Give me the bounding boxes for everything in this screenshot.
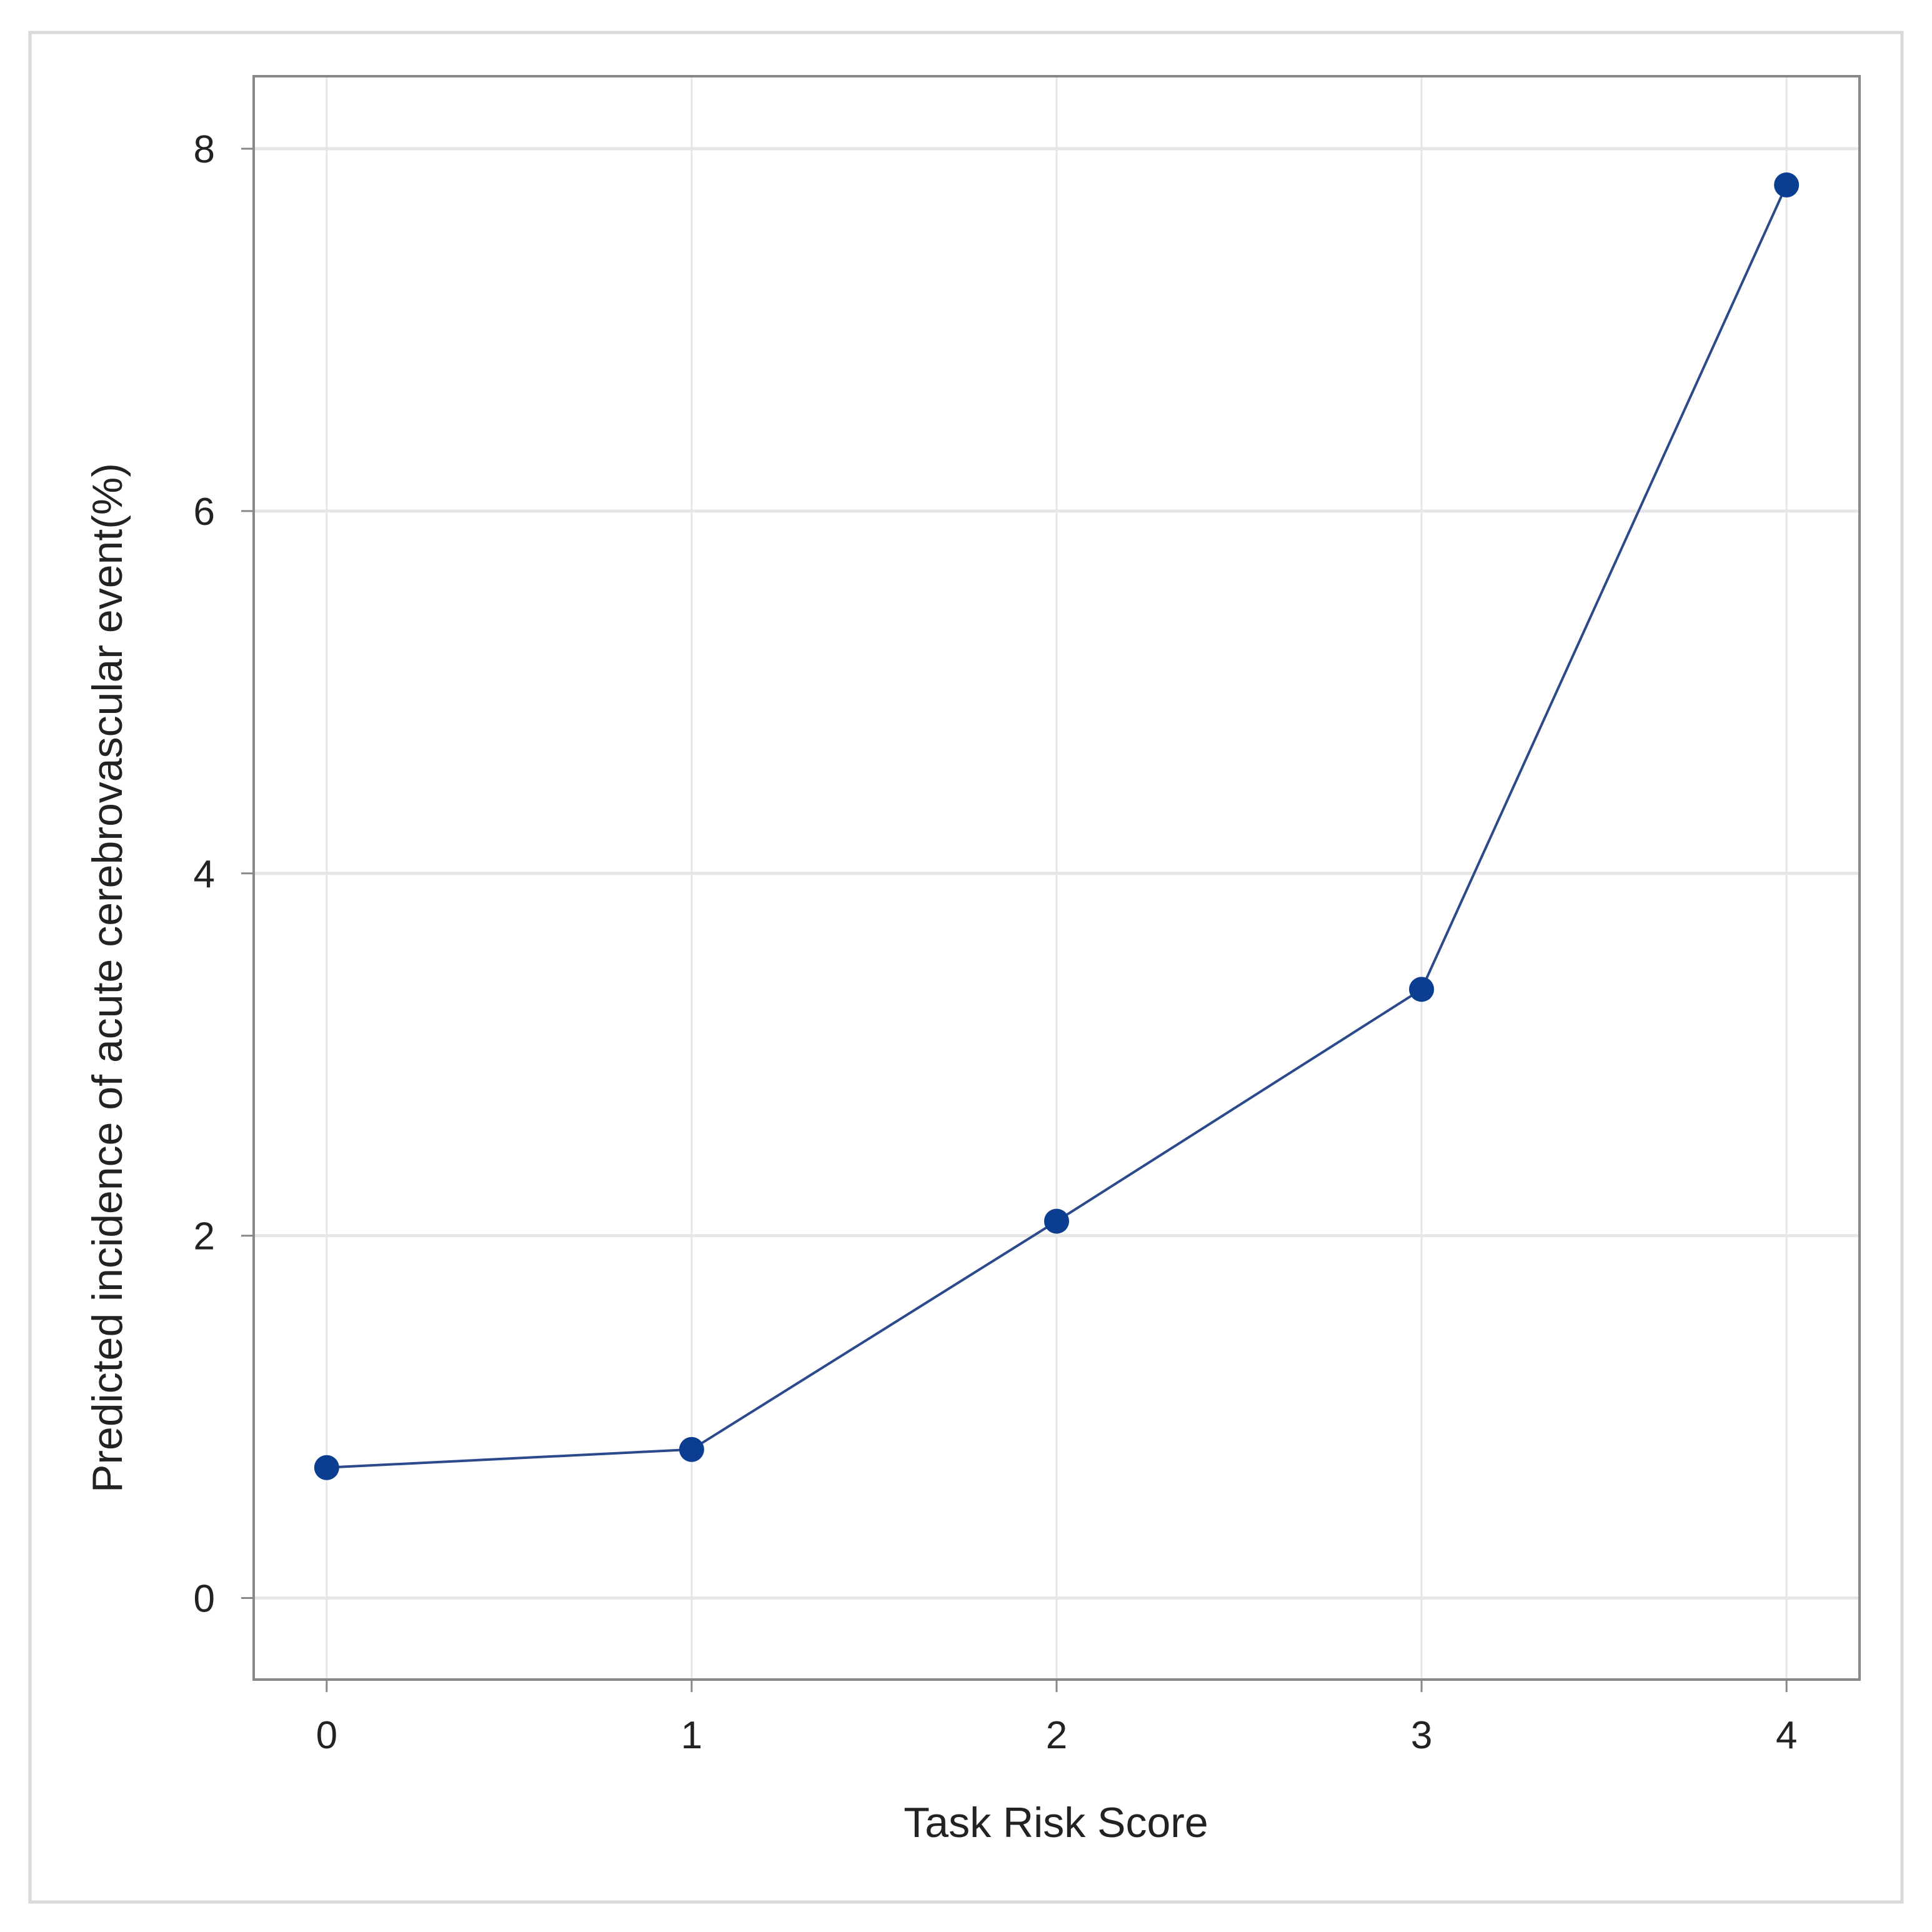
grid-lines (254, 76, 1860, 1680)
x-tick-label: 3 (1411, 1714, 1432, 1757)
y-tick-label: 6 (194, 490, 215, 534)
y-tick-label: 4 (194, 853, 215, 896)
data-point (1774, 172, 1800, 197)
series-layer (314, 172, 1800, 1480)
y-tick-label: 0 (194, 1578, 215, 1621)
x-tick-label: 0 (316, 1714, 337, 1757)
y-tick-label: 2 (194, 1215, 215, 1258)
x-tick-labels: 0 1 2 3 4 (316, 1714, 1798, 1757)
y-tick-labels: 0 2 4 6 8 (194, 128, 215, 1621)
x-tick-label: 1 (681, 1714, 702, 1757)
y-tick-label: 8 (194, 128, 215, 171)
outer-border (28, 31, 1904, 1904)
data-point (679, 1437, 704, 1462)
x-tick-label: 4 (1776, 1714, 1797, 1757)
data-point (1044, 1208, 1069, 1234)
y-axis-title: Predicted incidence of acute cerebrovasc… (84, 463, 131, 1493)
data-point (314, 1455, 339, 1480)
x-tick-label: 2 (1046, 1714, 1067, 1757)
x-axis-title: Task Risk Score (904, 1799, 1208, 1846)
axis-ticks (241, 147, 1788, 1692)
data-point (1409, 977, 1435, 1002)
